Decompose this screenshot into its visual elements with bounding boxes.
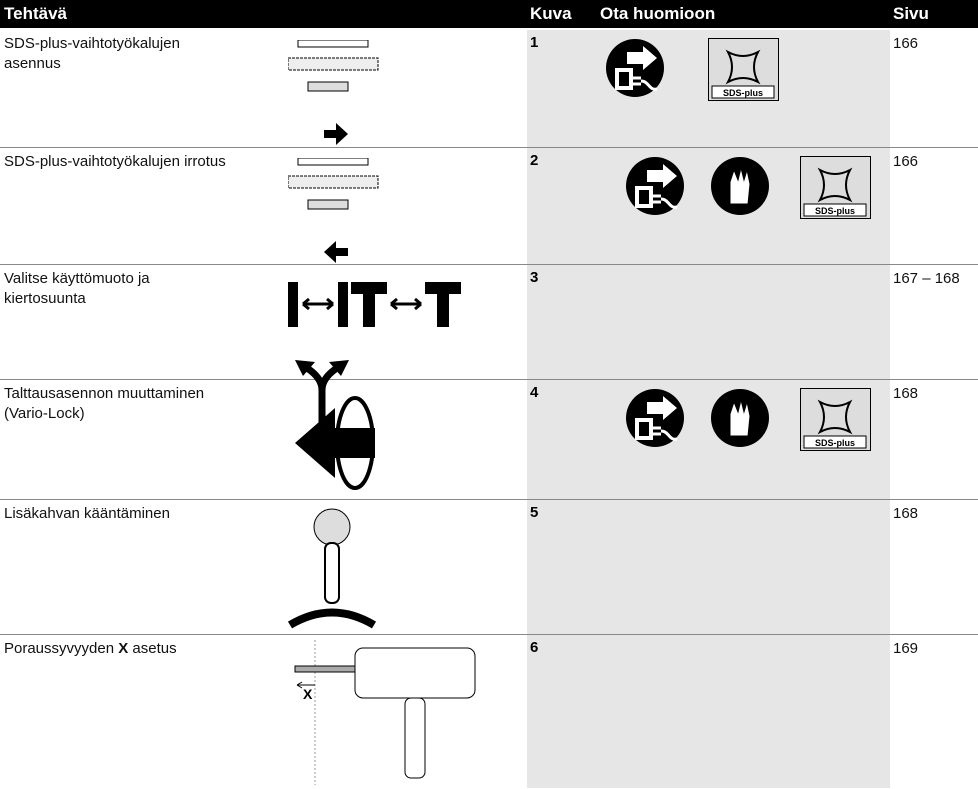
- page-number: 166: [893, 153, 919, 170]
- figure-column: [527, 265, 890, 379]
- figure-number: 6: [530, 639, 539, 656]
- figure-number: 4: [530, 384, 539, 401]
- gloves-icon: [711, 389, 769, 447]
- gloves-icon: [711, 157, 769, 215]
- vario-lock-illustration: [295, 396, 375, 490]
- task-cell: Valitse käyttömuoto ja kiertosuunta: [4, 269, 274, 309]
- page-number: 167 – 168: [893, 270, 960, 287]
- figure-column: [527, 500, 890, 634]
- task-cell: Poraussyvyyden X asetus: [4, 639, 274, 659]
- task-line: kiertosuunta: [4, 290, 86, 307]
- task-line: (Vario-Lock): [4, 405, 85, 422]
- unplug-icon: [606, 39, 664, 97]
- insert-illustration: [288, 40, 379, 145]
- figure-column: [527, 635, 890, 788]
- sds-label: SDS-plus: [722, 88, 763, 98]
- header-task: Tehtävä: [4, 4, 67, 23]
- sds-icon: [708, 38, 779, 101]
- row-separator: [0, 499, 978, 500]
- remove-illustration: [288, 158, 379, 263]
- task-part: Poraussyvyyden: [4, 640, 119, 657]
- page-number: 169: [893, 640, 919, 657]
- header-bar: [0, 0, 978, 28]
- mode-illustration: [288, 282, 461, 430]
- task-line: SDS-plus-vaihtotyökalujen irrotus: [4, 153, 226, 170]
- figure-number: 5: [530, 504, 539, 521]
- task-part: asetus: [128, 640, 177, 657]
- task-cell: SDS-plus-vaihtotyökalujen irrotus: [4, 152, 274, 172]
- row-separator: [0, 147, 978, 148]
- task-line: Lisäkahvan kääntäminen: [4, 505, 170, 522]
- figure-number: 2: [530, 152, 539, 169]
- task-line: Valitse käyttömuoto ja: [4, 270, 150, 287]
- page-number: 166: [893, 35, 919, 52]
- header-page: Sivu: [893, 4, 929, 23]
- sds-icon: [800, 156, 871, 219]
- handle-illustration: [287, 508, 377, 629]
- task-cell: SDS-plus-vaihtotyökalujen asennus: [4, 34, 274, 74]
- row-separator: [0, 634, 978, 635]
- task-part: X: [118, 640, 129, 657]
- unplug-icon: [626, 157, 684, 215]
- depth-illustration: [294, 640, 476, 785]
- page-number: 168: [893, 505, 919, 522]
- task-line: asennus: [4, 55, 61, 72]
- header-note: Ota huomioon: [600, 4, 716, 23]
- row-separator: [0, 264, 978, 265]
- sds-label: SDS-plus: [814, 438, 855, 448]
- figure-number: 1: [530, 34, 539, 51]
- task-cell: Lisäkahvan kääntäminen: [4, 504, 274, 524]
- page-number: 168: [893, 385, 919, 402]
- task-line: SDS-plus-vaihtotyökalujen: [4, 35, 180, 52]
- figure-number: 3: [530, 269, 539, 286]
- header-figure: Kuva: [530, 4, 572, 23]
- row-separator: [0, 379, 978, 380]
- task-line: Talttausasennon muuttaminen: [4, 385, 205, 402]
- sds-icon: [800, 388, 871, 451]
- unplug-icon: [626, 389, 684, 447]
- sds-label: SDS-plus: [814, 206, 855, 216]
- task-cell: Talttausasennon muuttaminen (Vario-Lock): [4, 384, 274, 424]
- depth-label: X: [303, 686, 313, 702]
